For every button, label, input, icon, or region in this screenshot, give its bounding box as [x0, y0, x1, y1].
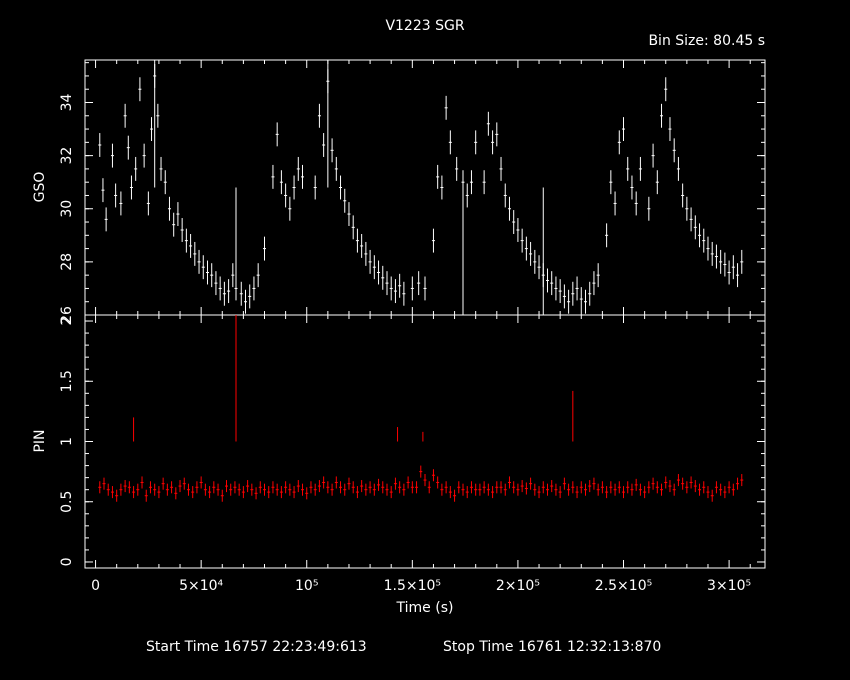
pin-series: [98, 315, 744, 502]
x-tick-label: 0: [91, 578, 100, 594]
pin-ylabel: PIN: [32, 429, 48, 452]
y-tick-label: 0.5: [59, 491, 75, 513]
y-tick-label: 1: [59, 437, 75, 446]
x-tick-label: 2.5×10⁵: [595, 578, 652, 594]
y-tick-label: 2: [59, 317, 75, 326]
y-tick-label: 26: [59, 306, 75, 324]
axis-ticks: 0 5×10⁴ 10⁵ 1.5×10⁵ 2×10⁵ 2.5×10⁵ 3×10⁵ 26 28 30 3…: [59, 60, 765, 594]
y-tick-label: 1.5: [59, 370, 75, 392]
x-tick-label: 1.5×10⁵: [384, 578, 441, 594]
y-tick-label: 34: [59, 94, 75, 112]
stop-time-label: Stop Time 16761 12:32:13:870: [443, 639, 661, 655]
pin-panel-frame: [84, 314, 766, 569]
x-axis-label: Time (s): [396, 600, 454, 616]
y-tick-label: 30: [59, 200, 75, 218]
x-tick-label: 5×10⁴: [179, 578, 223, 594]
start-time-label: Start Time 16757 22:23:49:613: [146, 639, 367, 655]
gso-series: [98, 60, 744, 315]
gso-ylabel: GSO: [32, 172, 48, 203]
x-tick-label: 10⁵: [295, 578, 318, 594]
y-tick-label: 0: [59, 558, 75, 567]
x-tick-label: 3×10⁵: [707, 578, 751, 594]
y-tick-label: 28: [59, 253, 75, 271]
x-tick-label: 2×10⁵: [496, 578, 540, 594]
y-tick-label: 32: [59, 147, 75, 165]
bin-size-label: Bin Size: 80.45 s: [648, 33, 765, 49]
chart-title: V1223 SGR: [385, 18, 464, 34]
